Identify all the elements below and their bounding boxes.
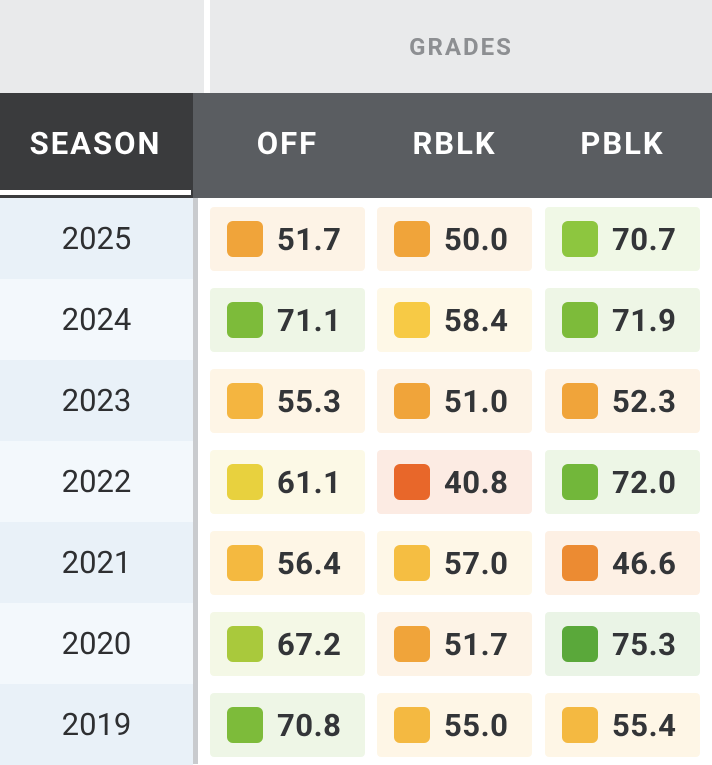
grade-chip <box>562 383 598 419</box>
grade-cell: 55.3 <box>210 369 365 433</box>
season-cell-bg <box>0 522 193 603</box>
grade-chip <box>394 383 430 419</box>
grade-chip <box>227 302 263 338</box>
season-cell-bg <box>0 684 193 765</box>
grade-chip <box>562 464 598 500</box>
grade-chip <box>394 626 430 662</box>
grade-cell: 55.0 <box>377 693 532 757</box>
grade-value: 56.4 <box>277 544 342 582</box>
season-cell-bg <box>0 441 193 522</box>
grade-chip <box>227 221 263 257</box>
grades-header-bg <box>193 93 712 198</box>
grade-value: 40.8 <box>444 463 509 501</box>
grade-cell: 55.4 <box>545 693 700 757</box>
grade-value: 71.9 <box>612 301 677 339</box>
grade-chip <box>227 383 263 419</box>
season-cell-bg <box>0 198 193 279</box>
grade-chip <box>227 545 263 581</box>
grade-value: 58.4 <box>444 301 509 339</box>
season: 2023 <box>61 382 132 419</box>
season: 2019 <box>61 706 132 743</box>
grade-chip <box>227 464 263 500</box>
grade-value: 55.0 <box>444 706 509 744</box>
column-header: PBLK <box>580 124 665 162</box>
grade-cell: 40.8 <box>377 450 532 514</box>
grade-cell: 50.0 <box>377 207 532 271</box>
grade-cell: 46.6 <box>545 531 700 595</box>
header-blank <box>0 0 204 93</box>
column-header: SEASON <box>29 124 162 162</box>
grade-cell: 67.2 <box>210 612 365 676</box>
grade-cell: 70.8 <box>210 693 365 757</box>
grade-chip <box>394 545 430 581</box>
grade-value: 50.0 <box>444 220 509 258</box>
grade-value: 70.7 <box>612 220 677 258</box>
grade-value: 46.6 <box>612 544 677 582</box>
grade-value: 55.4 <box>612 706 677 744</box>
season: 2024 <box>61 301 132 338</box>
season: 2025 <box>61 220 132 257</box>
season: 2022 <box>61 463 132 500</box>
grade-cell: 52.3 <box>545 369 700 433</box>
group-header: GRADES <box>210 0 712 93</box>
grade-value: 67.2 <box>277 625 342 663</box>
grade-chip <box>394 464 430 500</box>
grade-value: 72.0 <box>612 463 677 501</box>
grade-value: 51.7 <box>444 625 509 663</box>
grade-chip <box>394 707 430 743</box>
grade-chip <box>562 302 598 338</box>
grade-chip <box>562 545 598 581</box>
grade-cell: 72.0 <box>545 450 700 514</box>
column-header: RBLK <box>412 124 497 162</box>
season-header-bg <box>0 93 193 198</box>
grade-cell: 51.7 <box>210 207 365 271</box>
grade-value: 51.0 <box>444 382 509 420</box>
grade-cell: 56.4 <box>210 531 365 595</box>
grade-cell: 71.9 <box>545 288 700 352</box>
grade-cell: 71.1 <box>210 288 365 352</box>
grade-value: 75.3 <box>612 625 677 663</box>
grade-cell: 57.0 <box>377 531 532 595</box>
grade-cell: 70.7 <box>545 207 700 271</box>
season: 2020 <box>61 625 132 662</box>
column-header: OFF <box>256 124 319 162</box>
grade-chip <box>562 626 598 662</box>
grade-cell: 75.3 <box>545 612 700 676</box>
grade-value: 55.3 <box>277 382 342 420</box>
grade-chip <box>562 707 598 743</box>
grade-value: 70.8 <box>277 706 342 744</box>
season-cell-bg <box>0 360 193 441</box>
grade-value: 61.1 <box>277 463 342 501</box>
grade-value: 57.0 <box>444 544 509 582</box>
grade-value: 51.7 <box>277 220 342 258</box>
grade-chip <box>394 221 430 257</box>
grade-value: 71.1 <box>277 301 342 339</box>
season-cell-bg <box>0 603 193 684</box>
season: 2021 <box>61 544 132 581</box>
grade-chip <box>394 302 430 338</box>
grade-cell: 58.4 <box>377 288 532 352</box>
grade-cell: 51.0 <box>377 369 532 433</box>
grade-chip <box>562 221 598 257</box>
grade-cell: 51.7 <box>377 612 532 676</box>
grade-chip <box>227 707 263 743</box>
season-cell-bg <box>0 279 193 360</box>
grade-cell: 61.1 <box>210 450 365 514</box>
column-divider <box>193 198 198 764</box>
grade-value: 52.3 <box>612 382 677 420</box>
sort-underline <box>0 190 191 195</box>
grade-chip <box>227 626 263 662</box>
